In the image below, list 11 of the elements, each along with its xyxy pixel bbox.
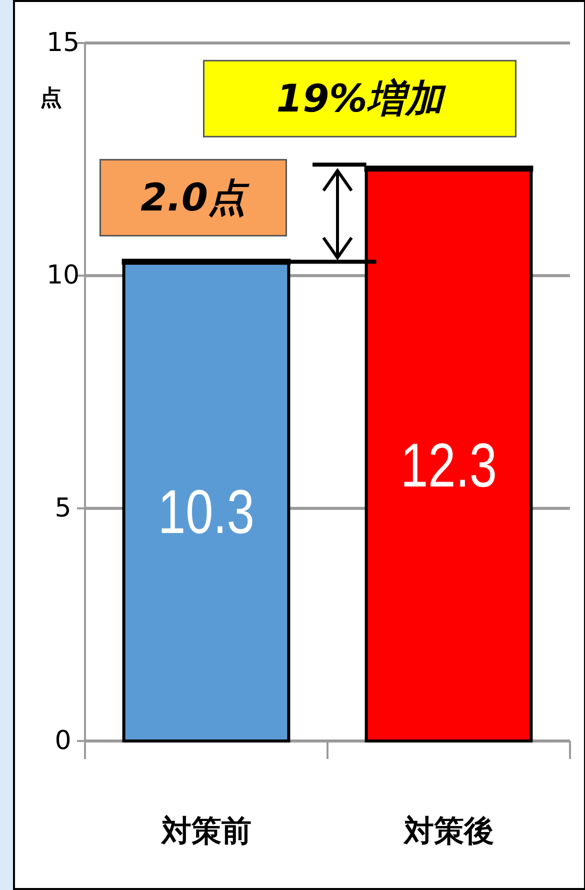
y-tick-label: 10 <box>46 260 80 291</box>
data-label: 10.3 <box>158 476 255 546</box>
y-axis-title: 点 <box>40 86 62 111</box>
x-tick-label: 対策後 <box>402 814 494 849</box>
y-tick-label: 15 <box>46 28 80 58</box>
x-tick-label: 対策前 <box>160 814 252 849</box>
annotation: 2.0点 <box>140 176 250 220</box>
annotation: 19%増加 <box>276 76 448 121</box>
y-tick-label: 5 <box>54 493 72 524</box>
data-label: 12.3 <box>400 430 498 500</box>
y-tick-label: 0 <box>54 726 72 756</box>
